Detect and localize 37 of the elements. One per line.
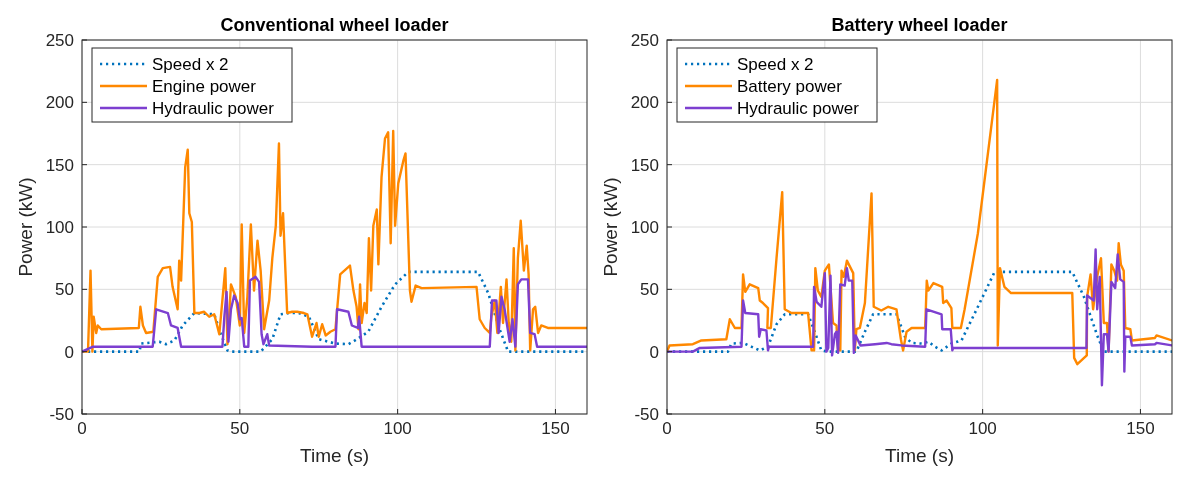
- y-tick-label: 250: [630, 30, 659, 50]
- x-tick-label: 50: [815, 419, 835, 438]
- legend-label: Hydraulic power: [737, 98, 860, 118]
- y-tick-label: 50: [640, 280, 659, 300]
- x-tick-label: 150: [541, 419, 570, 438]
- y-tick-label: 100: [45, 217, 74, 237]
- y-tick-label: -50: [49, 404, 74, 424]
- x-tick-label: 100: [968, 419, 997, 438]
- x-axis-title: Time (s): [300, 445, 369, 466]
- y-axis-title: Power (kW): [600, 177, 621, 277]
- y-tick-label: 200: [630, 93, 659, 113]
- x-axis-title: Time (s): [885, 445, 954, 466]
- y-tick-label: 0: [649, 342, 659, 362]
- y-tick-label: 50: [55, 280, 74, 300]
- y-tick-label: -50: [634, 404, 659, 424]
- legend-label: Speed x 2: [737, 54, 814, 74]
- legend-label: Engine power: [152, 76, 257, 96]
- legend-label: Speed x 2: [152, 54, 229, 74]
- legend-label: Battery power: [737, 76, 843, 96]
- chart-title: Conventional wheel loader: [220, 15, 449, 35]
- y-tick-label: 150: [630, 155, 659, 175]
- line-series: [667, 78, 1172, 366]
- x-tick-label: 100: [383, 419, 412, 438]
- y-tick-label: 200: [45, 93, 74, 113]
- chart-title: Battery wheel loader: [831, 15, 1008, 35]
- x-tick-label: 150: [1126, 419, 1155, 438]
- x-tick-label: 0: [662, 419, 672, 438]
- y-tick-label: 100: [630, 217, 659, 237]
- y-tick-label: 150: [45, 155, 74, 175]
- x-tick-label: 50: [230, 419, 250, 438]
- y-tick-label: 250: [45, 30, 74, 50]
- x-tick-label: 0: [77, 419, 87, 438]
- line-series: [667, 248, 1172, 387]
- line-series: [82, 129, 587, 353]
- y-tick-label: 0: [64, 342, 74, 362]
- legend-label: Hydraulic power: [152, 98, 275, 118]
- y-axis-title: Power (kW): [15, 177, 36, 277]
